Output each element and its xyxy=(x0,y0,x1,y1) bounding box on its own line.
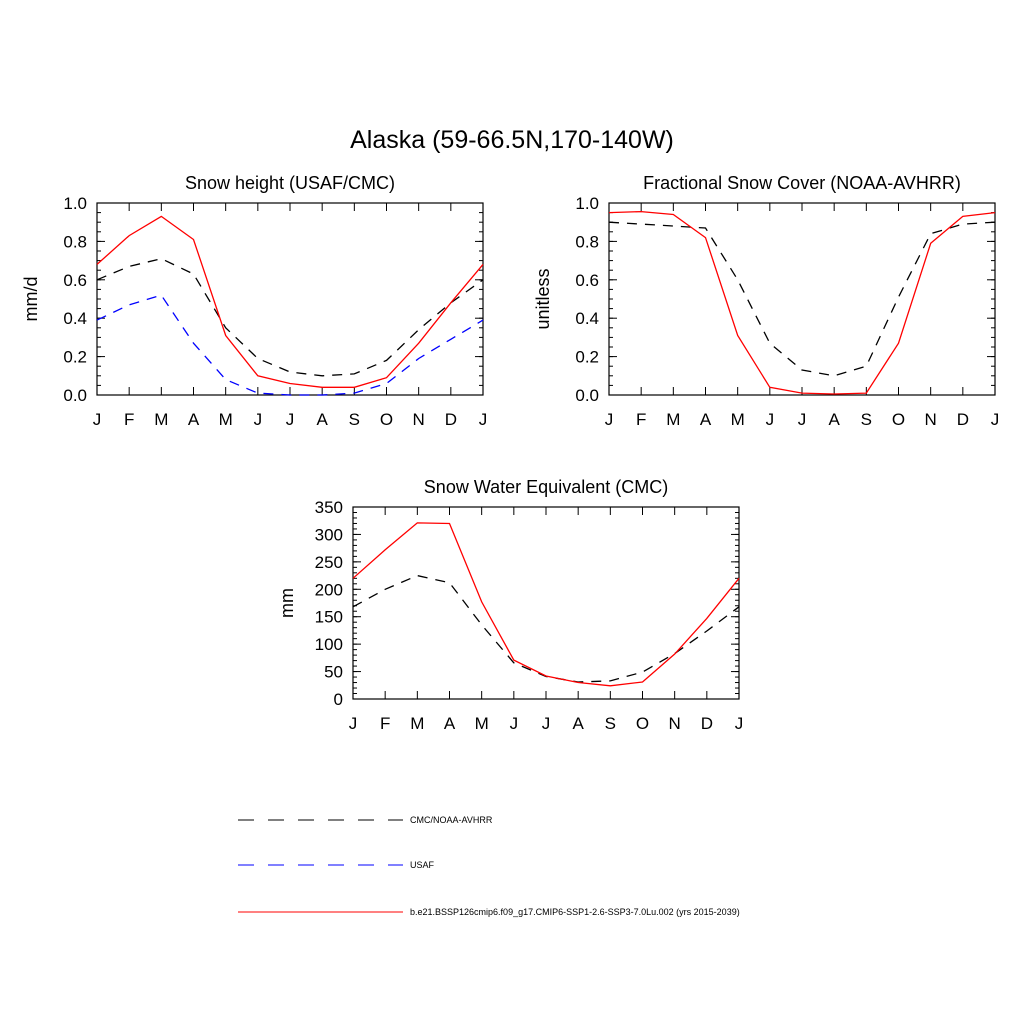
series-line-usaf xyxy=(96,294,484,396)
x-tick-label: S xyxy=(349,410,360,429)
x-tick-label: D xyxy=(957,410,969,429)
y-tick-label: 0.8 xyxy=(575,232,599,251)
y-tick-label: 200 xyxy=(315,580,343,599)
y-tick-label: 0.4 xyxy=(575,309,599,328)
x-tick-label: M xyxy=(219,410,233,429)
y-tick-label: 300 xyxy=(315,525,343,544)
x-tick-label: D xyxy=(701,714,713,733)
x-tick-label: J xyxy=(479,410,488,429)
y-tick-label: 0.0 xyxy=(63,386,87,405)
y-tick-label: 0.6 xyxy=(63,271,87,290)
y-tick-label: 150 xyxy=(315,608,343,627)
y-axis-label: unitless xyxy=(533,268,553,329)
x-tick-label: N xyxy=(925,410,937,429)
x-tick-label: J xyxy=(605,410,614,429)
x-tick-label: J xyxy=(991,410,1000,429)
y-tick-label: 350 xyxy=(315,498,343,517)
y-tick-label: 0.0 xyxy=(575,386,599,405)
legend: CMC/NOAA-AVHRR USAF b.e21.BSSP126cmip6.f09… xyxy=(238,815,740,917)
y-tick-label: 0.2 xyxy=(575,348,599,367)
y-tick-label: 1.0 xyxy=(63,194,87,213)
y-tick-label: 0 xyxy=(334,690,343,709)
series-line-obs xyxy=(96,258,484,377)
y-tick-label: 0.6 xyxy=(575,271,599,290)
x-tick-label: O xyxy=(892,410,905,429)
series-line-obs xyxy=(352,574,740,683)
y-tick-label: 0.4 xyxy=(63,309,87,328)
x-tick-label: A xyxy=(444,714,456,733)
x-tick-label: N xyxy=(669,714,681,733)
series-line-model xyxy=(96,215,484,388)
x-tick-label: F xyxy=(636,410,646,429)
x-tick-label: A xyxy=(316,410,328,429)
x-tick-label: J xyxy=(254,410,263,429)
x-tick-label: J xyxy=(286,410,295,429)
x-tick-label: M xyxy=(475,714,489,733)
x-tick-label: N xyxy=(413,410,425,429)
legend-item-model: b.e21.BSSP126cmip6.f09_g17.CMIP6-SSP1-2.… xyxy=(238,907,740,917)
x-tick-label: A xyxy=(700,410,712,429)
x-tick-label: J xyxy=(798,410,807,429)
x-tick-label: J xyxy=(542,714,551,733)
y-tick-label: 250 xyxy=(315,553,343,572)
x-tick-label: M xyxy=(731,410,745,429)
x-tick-label: M xyxy=(154,410,168,429)
y-axis-label: mm/d xyxy=(21,277,41,322)
x-tick-label: J xyxy=(510,714,519,733)
x-tick-label: J xyxy=(766,410,775,429)
legend-item-usaf: USAF xyxy=(238,860,435,870)
x-tick-label: F xyxy=(124,410,134,429)
x-tick-label: A xyxy=(828,410,840,429)
x-tick-label: M xyxy=(410,714,424,733)
y-tick-label: 0.8 xyxy=(63,232,87,251)
x-tick-label: S xyxy=(605,714,616,733)
y-tick-label: 0.2 xyxy=(63,348,87,367)
x-tick-label: J xyxy=(349,714,358,733)
x-tick-label: F xyxy=(380,714,390,733)
plot-frame xyxy=(96,202,484,396)
x-tick-label: A xyxy=(572,714,584,733)
y-axis-label: mm xyxy=(277,588,297,618)
series-line-model xyxy=(352,522,740,687)
panel-title: Snow height (USAF/CMC) xyxy=(185,173,395,193)
x-tick-label: D xyxy=(445,410,457,429)
y-tick-label: 100 xyxy=(315,635,343,654)
y-tick-label: 1.0 xyxy=(575,194,599,213)
x-tick-label: O xyxy=(380,410,393,429)
x-tick-label: M xyxy=(666,410,680,429)
x-tick-label: S xyxy=(861,410,872,429)
legend-label-usaf: USAF xyxy=(410,860,435,870)
panel-title: Snow Water Equivalent (CMC) xyxy=(424,477,668,497)
series-line-model xyxy=(608,210,996,395)
figure-title: Alaska (59-66.5N,170-140W) xyxy=(350,126,674,154)
y-tick-label: 50 xyxy=(324,663,343,682)
plot-frame xyxy=(352,506,740,700)
series-line-obs xyxy=(608,221,996,377)
legend-label-model: b.e21.BSSP126cmip6.f09_g17.CMIP6-SSP1-2.… xyxy=(410,907,740,917)
x-tick-label: J xyxy=(93,410,102,429)
panel-title: Fractional Snow Cover (NOAA-AVHRR) xyxy=(643,173,961,193)
x-tick-label: O xyxy=(636,714,649,733)
legend-item-obs: CMC/NOAA-AVHRR xyxy=(238,815,493,825)
x-tick-label: A xyxy=(188,410,200,429)
chart-panel-2: 0.00.20.40.60.81.0J F M A M J J A S O N D JFractiona… xyxy=(533,173,999,429)
x-tick-label: J xyxy=(735,714,744,733)
legend-label-obs: CMC/NOAA-AVHRR xyxy=(410,815,493,825)
